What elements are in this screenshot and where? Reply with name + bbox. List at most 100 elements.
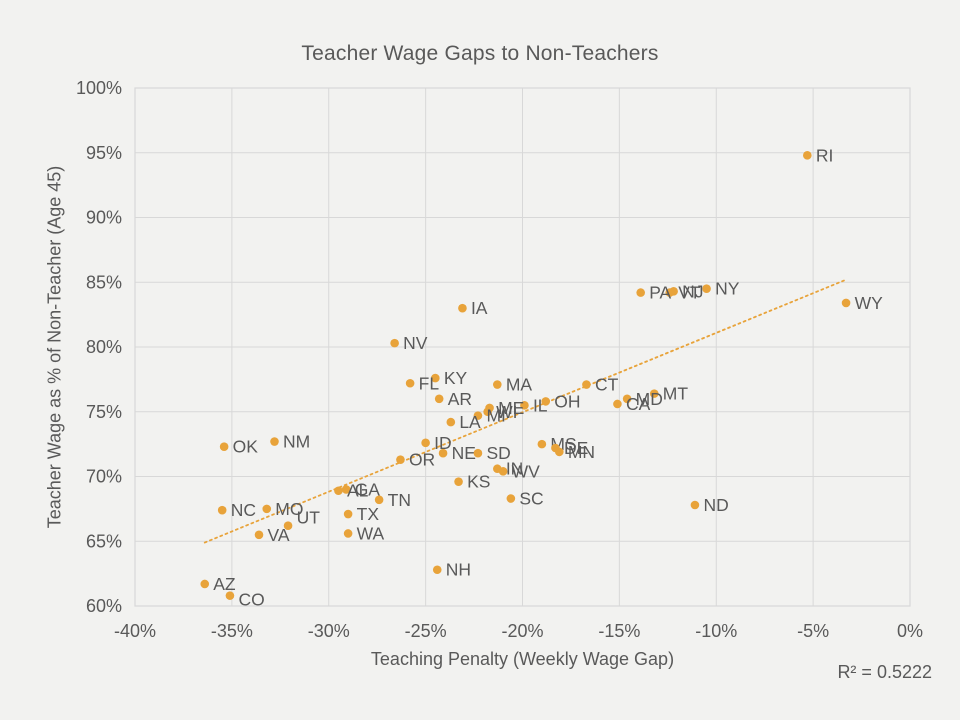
data-point-label-oh: OH <box>554 391 580 411</box>
data-point-label-in: IN <box>506 459 524 479</box>
x-tick-label: 0% <box>897 621 923 641</box>
x-tick-label: -30% <box>308 621 350 641</box>
data-point-nm <box>270 437 279 446</box>
data-point-label-ct: CT <box>595 375 619 395</box>
data-point-mo <box>262 504 272 514</box>
data-point-label-wa: WA <box>357 523 385 543</box>
data-point-az <box>200 579 210 589</box>
data-point-wy <box>841 298 851 308</box>
data-point-ca <box>613 399 622 409</box>
data-point-label-la: LA <box>459 412 481 432</box>
data-point-oh <box>541 397 551 406</box>
data-point-wa <box>343 529 353 538</box>
data-point-label-nc: NC <box>231 500 256 520</box>
data-point-sc <box>506 494 516 503</box>
data-point-label-nj: NJ <box>682 281 703 301</box>
data-point-co <box>225 591 235 600</box>
data-point-label-wv: WV <box>512 461 541 481</box>
data-point-mi <box>473 411 483 420</box>
data-point-la <box>446 417 456 427</box>
data-point-label-al: AL <box>347 481 369 501</box>
data-point-label-ne: NE <box>452 443 476 463</box>
data-point-label-ca: CA <box>626 394 651 414</box>
data-point-ri <box>803 151 812 160</box>
data-point-label-ri: RI <box>816 145 834 165</box>
x-tick-label: -15% <box>598 621 640 641</box>
data-point-label-az: AZ <box>213 574 236 594</box>
data-point-label-mo: MO <box>275 499 303 519</box>
x-axis-title: Teaching Penalty (Weekly Wage Gap) <box>370 649 675 669</box>
data-point-ar <box>434 394 444 404</box>
r-squared-annotation: R² = 0.5222 <box>837 662 932 682</box>
y-tick-label: 95% <box>86 143 122 163</box>
data-point-label-vt: VT <box>678 283 701 303</box>
data-point-label-nv: NV <box>403 333 428 353</box>
x-tick-label: -5% <box>797 621 829 641</box>
y-tick-label: 60% <box>86 596 122 616</box>
data-point-label-sd: SD <box>486 443 510 463</box>
trendline <box>203 278 847 544</box>
data-point-tx <box>343 509 353 519</box>
y-tick-label: 85% <box>86 272 122 292</box>
data-point-wi <box>483 407 492 417</box>
data-point-mt <box>649 389 659 398</box>
data-point-sd <box>473 448 483 458</box>
y-tick-label: 80% <box>86 337 122 357</box>
data-point-nh <box>432 565 442 575</box>
data-point-label-ky: KY <box>444 368 468 388</box>
data-point-ut <box>283 521 293 531</box>
data-point-label-va: VA <box>268 525 290 545</box>
data-point-label-or: OR <box>409 450 435 470</box>
data-point-ny <box>702 284 711 294</box>
data-point-label-nd: ND <box>703 495 728 515</box>
data-point-tn <box>374 495 384 505</box>
data-point-ks <box>454 477 463 486</box>
x-tick-label: -20% <box>501 621 543 641</box>
data-point-ne <box>438 448 448 458</box>
y-tick-label: 100% <box>76 78 122 98</box>
data-point-label-md: MD <box>636 389 663 409</box>
data-point-label-ma: MA <box>506 375 533 395</box>
data-point-label-il: IL <box>533 395 548 415</box>
data-point-label-ut: UT <box>297 508 321 528</box>
data-point-nd <box>690 500 700 510</box>
data-point-ma <box>493 380 502 389</box>
y-tick-label: 70% <box>86 467 122 487</box>
data-point-label-mn: MN <box>568 442 595 462</box>
y-axis-title: Teacher Wage as % of Non-Teacher (Age 45… <box>44 165 65 529</box>
y-tick-label: 65% <box>86 531 122 551</box>
data-point-label-ks: KS <box>467 472 490 492</box>
data-point-label-fl: FL <box>419 373 440 393</box>
data-point-ky <box>431 373 440 383</box>
data-point-nc <box>217 505 227 515</box>
data-point-label-nh: NH <box>446 560 471 580</box>
data-point-md <box>622 394 632 404</box>
x-tick-label: -25% <box>405 621 447 641</box>
data-point-label-nm: NM <box>283 432 310 452</box>
data-point-mn <box>555 447 564 457</box>
data-point-pa <box>636 288 645 297</box>
data-point-fl <box>405 378 415 388</box>
data-point-ct <box>582 380 591 389</box>
data-point-al <box>334 486 343 496</box>
data-point-label-id: ID <box>434 433 452 453</box>
data-point-ok <box>219 442 229 452</box>
data-point-id <box>421 438 430 448</box>
data-point-or <box>396 455 405 464</box>
x-tick-label: -40% <box>114 621 156 641</box>
data-point-vt <box>665 288 675 297</box>
data-point-nv <box>390 338 399 348</box>
data-point-label-tx: TX <box>357 504 380 524</box>
data-point-il <box>520 400 529 410</box>
data-point-label-de: DE <box>564 438 588 458</box>
data-point-label-ok: OK <box>233 437 259 457</box>
data-point-label-mt: MT <box>663 384 689 404</box>
data-point-label-sc: SC <box>519 489 543 509</box>
data-point-label-tn: TN <box>388 490 411 510</box>
x-tick-label: -35% <box>211 621 253 641</box>
data-point-ga <box>341 485 351 494</box>
data-point-wv <box>498 467 508 476</box>
data-point-label-co: CO <box>238 590 264 610</box>
